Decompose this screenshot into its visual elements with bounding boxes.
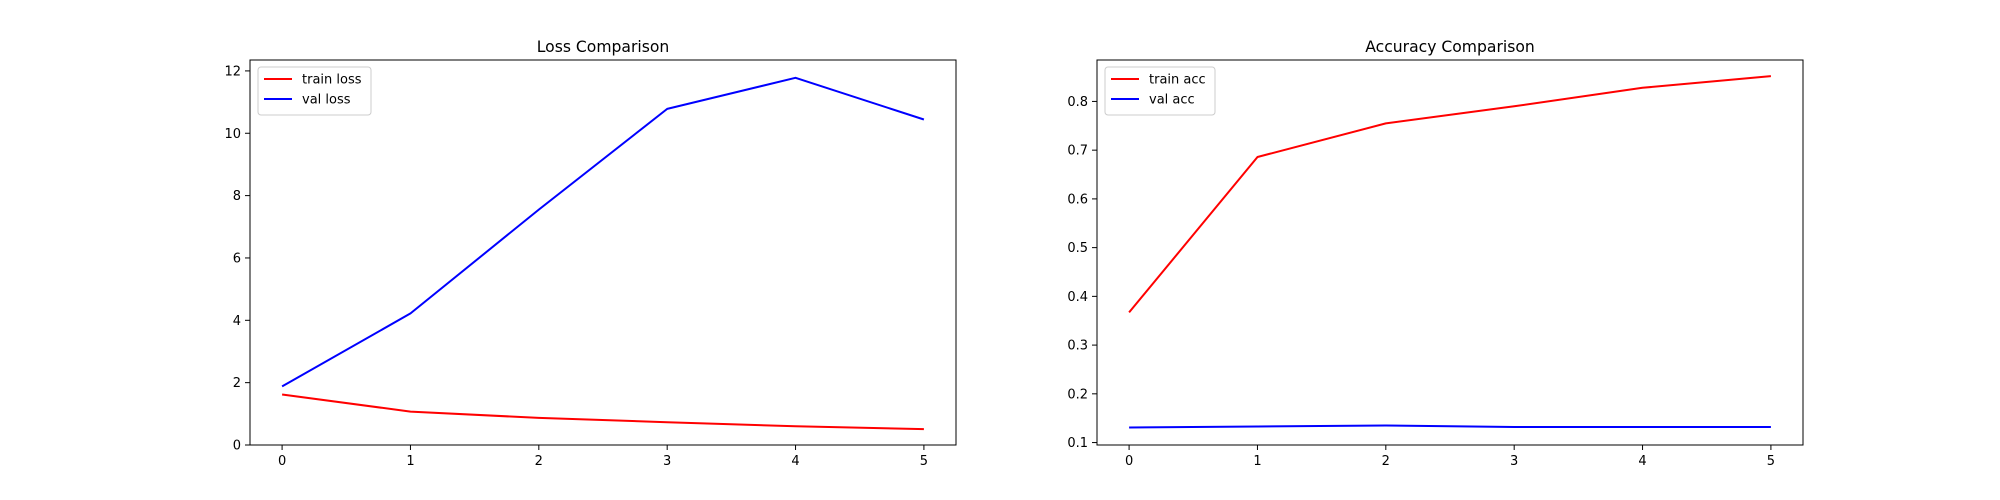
x-tick-label: 1 xyxy=(1253,454,1261,469)
y-tick-label: 10 xyxy=(224,127,241,142)
y-tick-label: 0.7 xyxy=(1067,144,1088,159)
x-tick-label: 4 xyxy=(1638,454,1646,469)
x-tick-label: 5 xyxy=(920,454,928,469)
y-tick-label: 0.1 xyxy=(1067,436,1088,451)
accuracy-chart-title: Accuracy Comparison xyxy=(1365,38,1535,56)
loss-chart-title: Loss Comparison xyxy=(537,38,670,56)
y-tick-label: 0.3 xyxy=(1067,339,1088,354)
y-tick-label: 0.2 xyxy=(1067,387,1088,402)
x-tick-label: 1 xyxy=(406,454,414,469)
accuracy-axes-frame xyxy=(1096,59,1804,446)
y-tick-label: 6 xyxy=(233,251,241,266)
legend-label: train loss xyxy=(302,73,362,88)
series-line-val-loss xyxy=(281,76,925,388)
series-line-train-acc xyxy=(1128,75,1771,314)
series-line-val-acc xyxy=(1129,424,1771,429)
y-tick-label: 8 xyxy=(233,189,241,204)
x-tick-label: 2 xyxy=(1382,454,1390,469)
y-tick-label: 0.8 xyxy=(1067,95,1088,110)
legend-label: val acc xyxy=(1149,93,1195,108)
legend-label: train acc xyxy=(1149,73,1206,88)
x-tick-label: 0 xyxy=(1125,454,1133,469)
x-tick-label: 0 xyxy=(278,454,286,469)
x-tick-label: 3 xyxy=(663,454,671,469)
x-tick-label: 4 xyxy=(791,454,799,469)
y-tick-label: 0.6 xyxy=(1067,192,1088,207)
x-tick-label: 5 xyxy=(1767,454,1775,469)
y-tick-label: 0 xyxy=(233,439,241,454)
y-tick-label: 0.4 xyxy=(1067,290,1088,305)
loss-axes-frame xyxy=(249,59,957,446)
loss-legend: train loss val loss xyxy=(257,66,372,116)
y-tick-label: 2 xyxy=(233,376,241,391)
y-tick-label: 12 xyxy=(224,64,241,79)
accuracy-comparison-chart: Accuracy Comparison 0 1 2 3 4 5 0.1 0.2 0.3 0.4 0.5… xyxy=(1067,38,1804,469)
legend-label: val loss xyxy=(302,93,351,108)
y-tick-label: 4 xyxy=(233,314,241,329)
x-tick-label: 2 xyxy=(535,454,543,469)
y-tick-label: 0.5 xyxy=(1067,241,1088,256)
x-tick-label: 3 xyxy=(1510,454,1518,469)
series-line-train-loss xyxy=(281,393,924,431)
accuracy-legend: train acc val acc xyxy=(1104,66,1216,116)
